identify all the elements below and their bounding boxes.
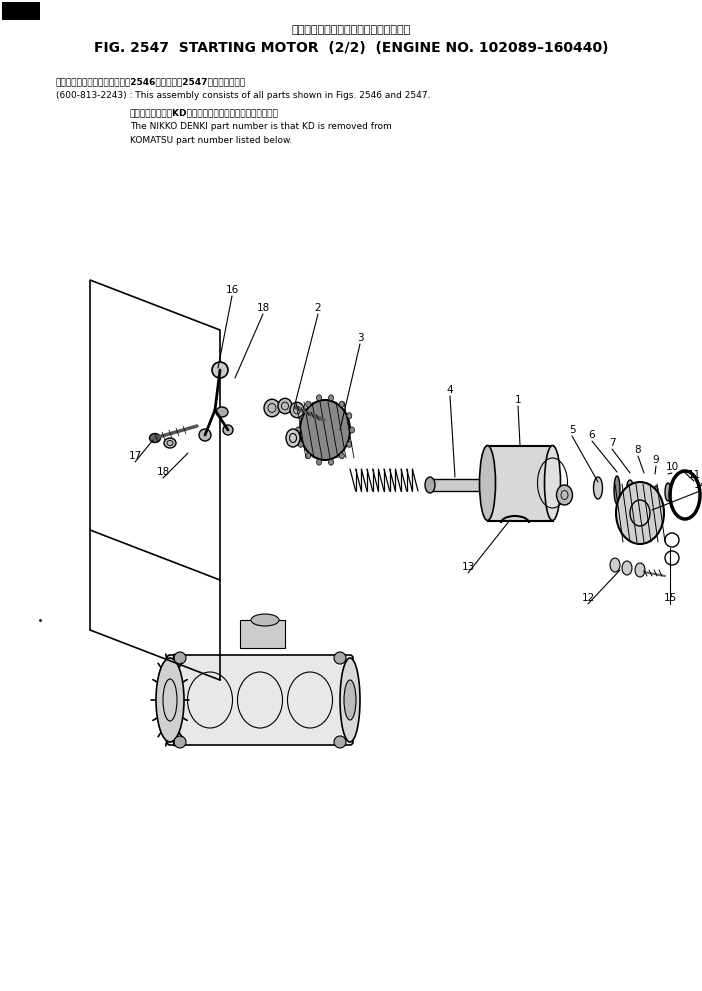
Ellipse shape	[264, 399, 280, 417]
Ellipse shape	[593, 477, 602, 499]
Ellipse shape	[614, 476, 620, 504]
FancyBboxPatch shape	[167, 655, 353, 745]
Text: 18: 18	[256, 303, 270, 313]
Ellipse shape	[156, 658, 184, 742]
Ellipse shape	[610, 558, 620, 572]
Circle shape	[199, 429, 211, 441]
Text: 18: 18	[157, 467, 170, 477]
Circle shape	[223, 425, 233, 435]
Text: 2: 2	[314, 303, 322, 313]
Circle shape	[334, 736, 346, 748]
Text: 14: 14	[694, 480, 702, 490]
Ellipse shape	[339, 401, 345, 407]
Ellipse shape	[545, 446, 560, 520]
Ellipse shape	[305, 401, 311, 407]
Text: 7: 7	[609, 438, 616, 448]
Ellipse shape	[305, 453, 311, 459]
Bar	[2, 2, 40, 20]
Ellipse shape	[654, 486, 658, 498]
Text: 3: 3	[357, 333, 364, 343]
Text: 4: 4	[446, 385, 453, 395]
Text: 12: 12	[581, 593, 595, 603]
Ellipse shape	[290, 402, 304, 417]
Circle shape	[174, 736, 186, 748]
Circle shape	[334, 652, 346, 664]
Ellipse shape	[350, 427, 355, 433]
Ellipse shape	[479, 446, 496, 520]
Ellipse shape	[481, 479, 489, 491]
Ellipse shape	[291, 404, 301, 412]
Ellipse shape	[347, 441, 352, 447]
Ellipse shape	[347, 412, 352, 418]
Text: 8: 8	[635, 445, 642, 455]
Text: 6: 6	[589, 430, 595, 440]
Ellipse shape	[298, 441, 303, 447]
Text: 17: 17	[128, 451, 142, 461]
Text: 11: 11	[687, 470, 701, 480]
Ellipse shape	[300, 400, 350, 460]
Bar	[240, 620, 285, 648]
Ellipse shape	[298, 412, 303, 418]
Text: The NIKKO DENKI part number is that KD is removed from: The NIKKO DENKI part number is that KD i…	[130, 122, 392, 131]
Ellipse shape	[635, 563, 645, 577]
Ellipse shape	[251, 614, 279, 626]
Text: 10: 10	[665, 462, 679, 472]
Circle shape	[665, 533, 679, 547]
Ellipse shape	[296, 427, 300, 433]
Ellipse shape	[286, 429, 300, 447]
Bar	[487, 446, 552, 520]
Text: (600-813-2243) : This assembly consists of all parts shown in Figs. 2546 and 254: (600-813-2243) : This assembly consists …	[56, 91, 430, 100]
Circle shape	[212, 362, 228, 378]
Ellipse shape	[340, 658, 360, 742]
Ellipse shape	[339, 453, 345, 459]
Ellipse shape	[622, 561, 632, 575]
Text: 9: 9	[653, 455, 659, 465]
Ellipse shape	[317, 394, 322, 400]
Text: このアセンブリの構成部品は第2546図および第2547図を含みます．: このアセンブリの構成部品は第2546図および第2547図を含みます．	[56, 77, 246, 86]
Ellipse shape	[665, 483, 671, 501]
Bar	[430, 479, 485, 491]
Ellipse shape	[216, 407, 228, 417]
Ellipse shape	[164, 438, 176, 448]
Text: 5: 5	[569, 425, 576, 435]
Circle shape	[174, 652, 186, 664]
Text: 16: 16	[225, 285, 239, 295]
Text: 品番のメーカ記号KDを除いたものが日興電機の品番です．: 品番のメーカ記号KDを除いたものが日興電機の品番です．	[130, 108, 279, 117]
Ellipse shape	[344, 680, 356, 720]
Ellipse shape	[616, 482, 664, 544]
Text: KOMATSU part number listed below.: KOMATSU part number listed below.	[130, 136, 292, 145]
Ellipse shape	[425, 477, 435, 493]
Ellipse shape	[317, 459, 322, 465]
Ellipse shape	[329, 394, 333, 400]
Circle shape	[665, 551, 679, 565]
Text: FIG. 2547  STARTING MOTOR  (2/2)  (ENGINE NO. 102089–160440): FIG. 2547 STARTING MOTOR (2/2) (ENGINE N…	[94, 41, 608, 55]
Ellipse shape	[278, 398, 292, 413]
Ellipse shape	[150, 433, 161, 443]
Ellipse shape	[329, 459, 333, 465]
Text: 1: 1	[515, 395, 522, 405]
Text: スターティング　モータ　　　適用号機: スターティング モータ 適用号機	[291, 25, 411, 35]
Text: 15: 15	[663, 593, 677, 603]
Text: 13: 13	[461, 562, 475, 572]
Ellipse shape	[642, 485, 647, 499]
Ellipse shape	[557, 485, 573, 505]
Ellipse shape	[626, 480, 633, 500]
